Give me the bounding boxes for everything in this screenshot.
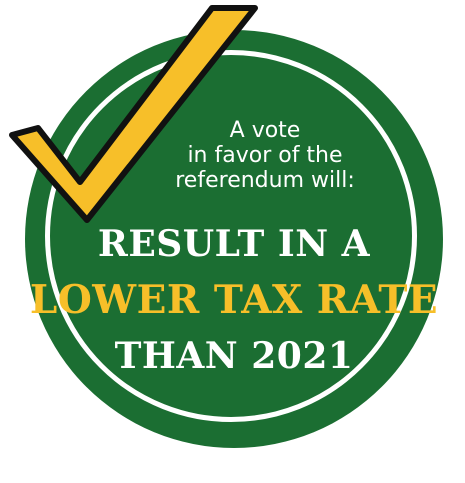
white-ring <box>45 50 417 422</box>
headline-line-2: LOWER TAX RATE <box>29 277 439 323</box>
intro-line: in favor of the <box>187 143 343 168</box>
intro-text: A vote in favor of the referendum will: <box>150 118 380 193</box>
intro-line: A vote <box>229 118 301 143</box>
intro-line: referendum will: <box>175 168 355 193</box>
headline-line-3: THAN 2021 <box>114 335 354 377</box>
headline-line-1: RESULT IN A <box>97 223 371 265</box>
